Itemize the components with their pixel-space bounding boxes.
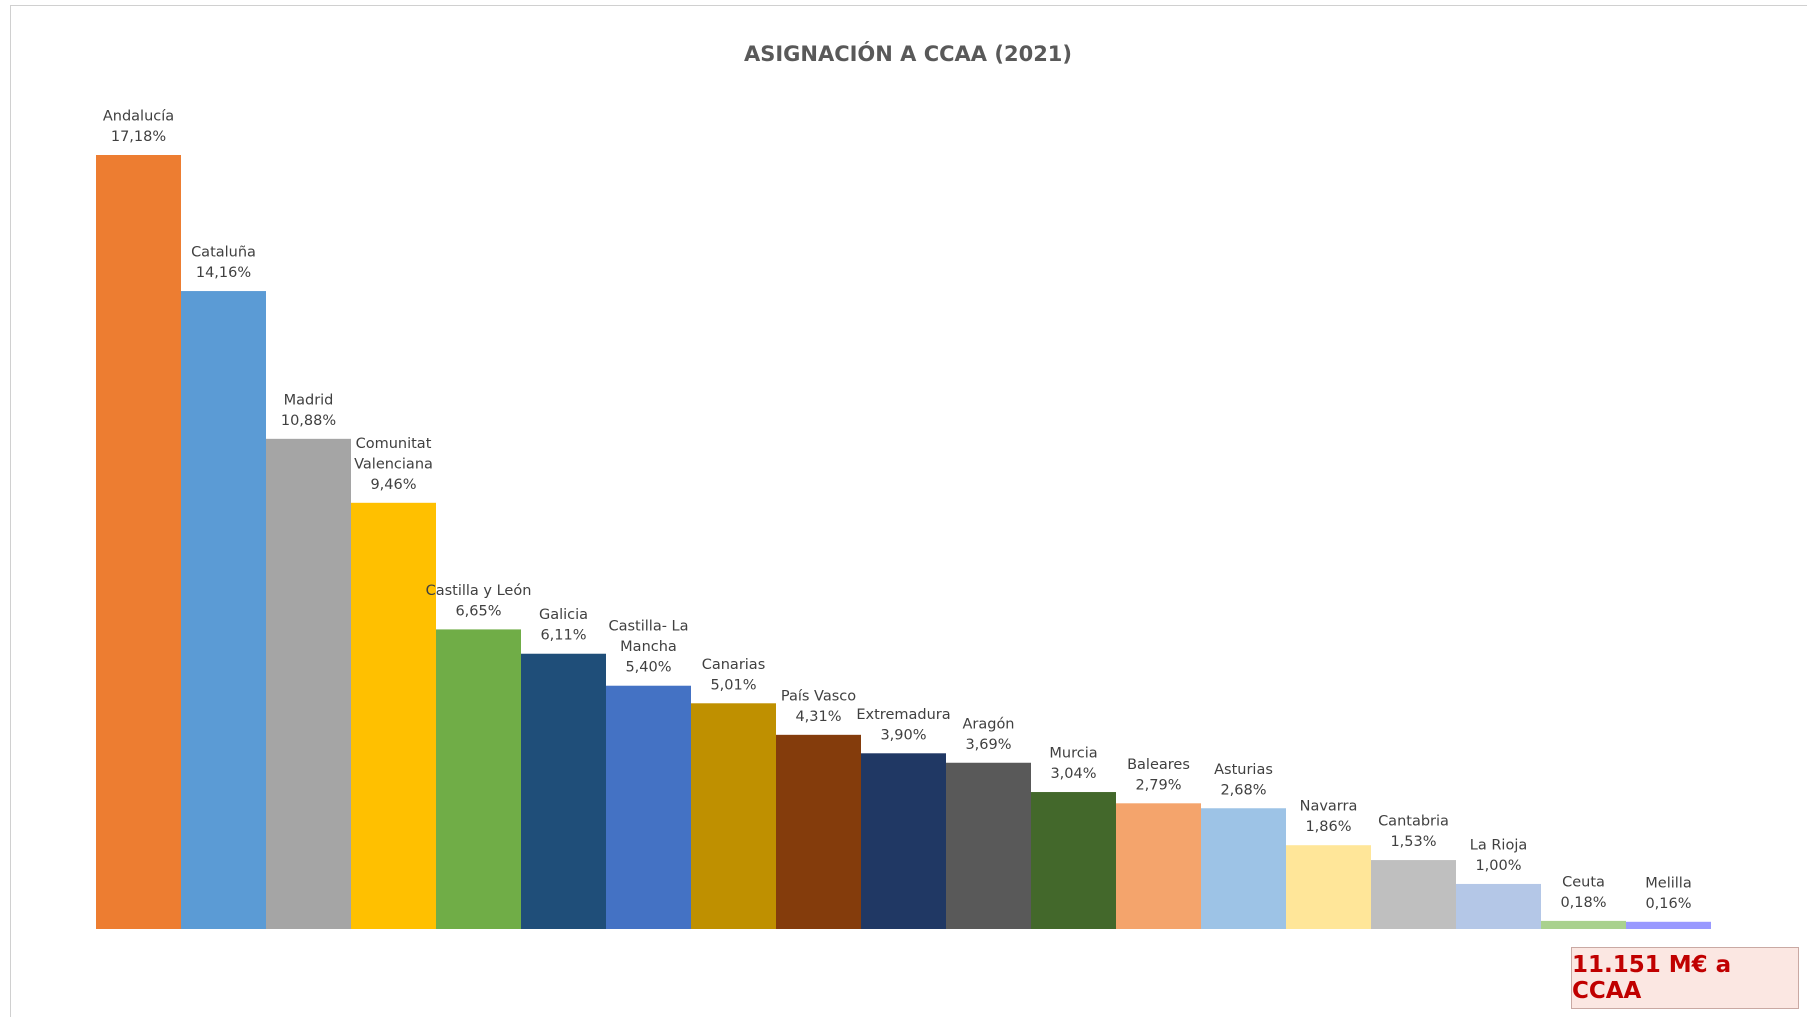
bar-17 <box>1541 920 1626 929</box>
bar-14 <box>1286 845 1371 929</box>
bar-12 <box>1116 803 1201 929</box>
value-label-15: 1,53% <box>1390 834 1436 850</box>
value-label-2: 10,88% <box>281 413 336 429</box>
value-label-6: 5,40% <box>625 660 671 676</box>
category-label-17: Ceuta <box>1562 874 1605 890</box>
data-labels-group: 17,18% Andalucía 14,16% Cataluña 10,88% Madri… <box>103 109 1692 912</box>
value-label-3: 9,46% <box>370 477 416 493</box>
bar-7 <box>691 703 776 929</box>
category-label-4: Castilla y León <box>426 583 532 599</box>
bar-6 <box>606 685 691 929</box>
value-label-12: 2,79% <box>1135 777 1181 793</box>
value-label-13: 2,68% <box>1220 782 1266 798</box>
category-label-16: La Rioja <box>1470 837 1527 853</box>
bar-1 <box>181 291 266 929</box>
category-label-7: Canarias <box>702 657 766 673</box>
category-label-18: Melilla <box>1645 875 1691 891</box>
category-label-12: Baleares <box>1127 757 1190 773</box>
chart-title: ASIGNACIÓN A CCAA (2021) <box>744 41 1072 66</box>
category-label-3: Valenciana <box>354 456 433 472</box>
value-label-10: 3,69% <box>965 737 1011 753</box>
category-label-3: Comunitat <box>356 436 432 452</box>
value-label-9: 3,90% <box>880 727 926 743</box>
chart-area <box>10 5 1807 1017</box>
category-label-5: Galicia <box>539 607 588 623</box>
category-label-8: País Vasco <box>781 688 856 704</box>
bar-3 <box>351 502 436 929</box>
category-label-15: Cantabria <box>1378 814 1449 830</box>
total-amount-callout: 11.151 M€ a CCAA <box>1571 947 1799 1009</box>
category-label-0: Andalucía <box>103 109 174 125</box>
bar-4 <box>436 629 521 929</box>
category-label-14: Navarra <box>1300 799 1358 815</box>
value-label-1: 14,16% <box>196 265 251 281</box>
value-label-17: 0,18% <box>1560 895 1606 911</box>
category-label-1: Cataluña <box>191 245 256 261</box>
value-label-18: 0,16% <box>1645 896 1691 912</box>
value-label-14: 1,86% <box>1305 819 1351 835</box>
category-label-13: Asturias <box>1214 762 1273 778</box>
value-label-7: 5,01% <box>710 677 756 693</box>
bar-10 <box>946 762 1031 929</box>
bars-group <box>96 155 1711 929</box>
value-label-16: 1,00% <box>1475 858 1521 874</box>
value-label-5: 6,11% <box>540 628 586 644</box>
category-label-6: Castilla- La <box>608 619 688 635</box>
bar-18 <box>1626 921 1711 929</box>
value-label-11: 3,04% <box>1050 766 1096 782</box>
value-label-8: 4,31% <box>795 709 841 725</box>
category-label-11: Murcia <box>1049 746 1097 762</box>
bar-15 <box>1371 860 1456 929</box>
bar-11 <box>1031 792 1116 929</box>
bar-0 <box>96 155 181 929</box>
category-label-2: Madrid <box>284 392 334 408</box>
bar-2 <box>266 438 351 929</box>
category-label-9: Extremadura <box>856 707 950 723</box>
bar-5 <box>521 653 606 929</box>
bar-8 <box>776 734 861 929</box>
category-label-10: Aragón <box>962 716 1014 732</box>
bar-13 <box>1201 808 1286 929</box>
value-label-0: 17,18% <box>111 129 166 145</box>
category-label-6: Mancha <box>620 639 677 655</box>
value-label-4: 6,65% <box>455 603 501 619</box>
bar-16 <box>1456 883 1541 929</box>
bar-9 <box>861 753 946 929</box>
